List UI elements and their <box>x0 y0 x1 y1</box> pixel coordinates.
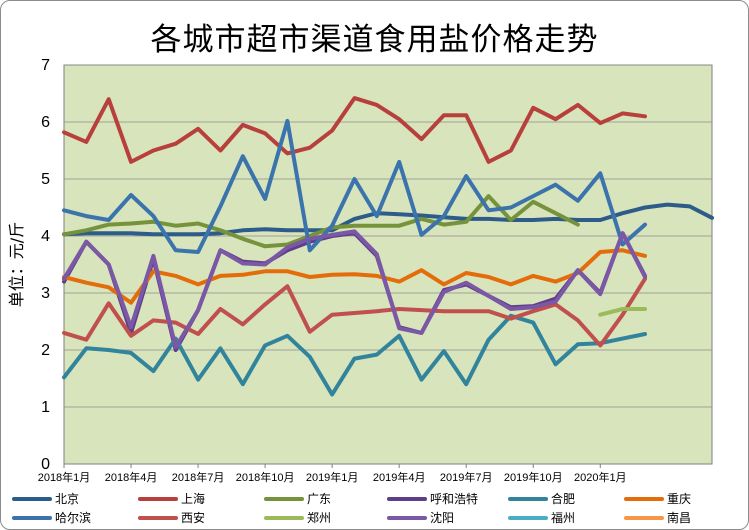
y-tick-label: 0 <box>41 456 50 473</box>
legend-label-呼和浩特: 呼和浩特 <box>430 491 478 506</box>
x-tick-label: 2020年1月 <box>574 470 627 484</box>
series-line-广东 <box>62 194 580 249</box>
chart-title: 各城市超市渠道食用盐价格走势 <box>150 22 599 58</box>
legend-label-沈阳: 沈阳 <box>430 510 454 525</box>
legend-label-广东: 广东 <box>307 492 331 506</box>
y-tick-label: 1 <box>41 399 50 416</box>
series-line-重庆 <box>62 248 647 305</box>
legend-label-南昌: 南昌 <box>667 510 691 525</box>
x-tick-label: 2019年4月 <box>373 470 426 484</box>
series-lines <box>62 96 714 397</box>
legend-label-重庆: 重庆 <box>667 492 691 506</box>
legend-label-郑州: 郑州 <box>307 510 331 525</box>
y-tick-label: 7 <box>41 57 50 74</box>
series-line-哈尔滨 <box>62 118 647 254</box>
y-tick-label: 4 <box>41 228 50 245</box>
legend-label-合肥: 合肥 <box>551 491 575 506</box>
x-tick-label: 2018年7月 <box>172 470 225 484</box>
x-tick-label: 2019年1月 <box>306 470 359 484</box>
y-tick-label: 6 <box>41 114 50 131</box>
series-line-西安 <box>62 276 647 348</box>
series-line-郑州 <box>598 307 647 317</box>
y-tick-label: 2 <box>41 342 50 359</box>
series-line-沈阳 <box>62 229 647 350</box>
legend-label-西安: 西安 <box>181 510 205 525</box>
x-tick-label: 2018年4月 <box>105 470 158 484</box>
y-axis-label: 单位：元/斤 <box>7 222 26 307</box>
x-tick-label: 2018年10月 <box>236 470 295 484</box>
plot-area <box>63 64 713 465</box>
x-tick-label: 2019年7月 <box>440 470 493 484</box>
x-tick-label: 2018年1月 <box>38 470 91 484</box>
series-line-合肥 <box>62 313 647 397</box>
legend-label-哈尔滨: 哈尔滨 <box>55 510 91 525</box>
legend-label-福州: 福州 <box>551 510 575 525</box>
x-axis-ticks: 2018年1月 2018年4月 2018年7月 2018年10月 2019年1月 2019… <box>38 463 712 484</box>
legend-label-上海: 上海 <box>181 491 205 506</box>
series-line-北京 <box>62 202 714 237</box>
y-tick-label: 3 <box>41 285 50 302</box>
x-tick-label: 2019年10月 <box>504 470 563 484</box>
series-line-上海 <box>62 96 647 164</box>
legend-label-北京: 北京 <box>55 492 79 506</box>
y-axis-ticks: 0 1 2 3 4 5 6 7 <box>41 57 50 473</box>
y-tick-label: 5 <box>41 171 50 188</box>
